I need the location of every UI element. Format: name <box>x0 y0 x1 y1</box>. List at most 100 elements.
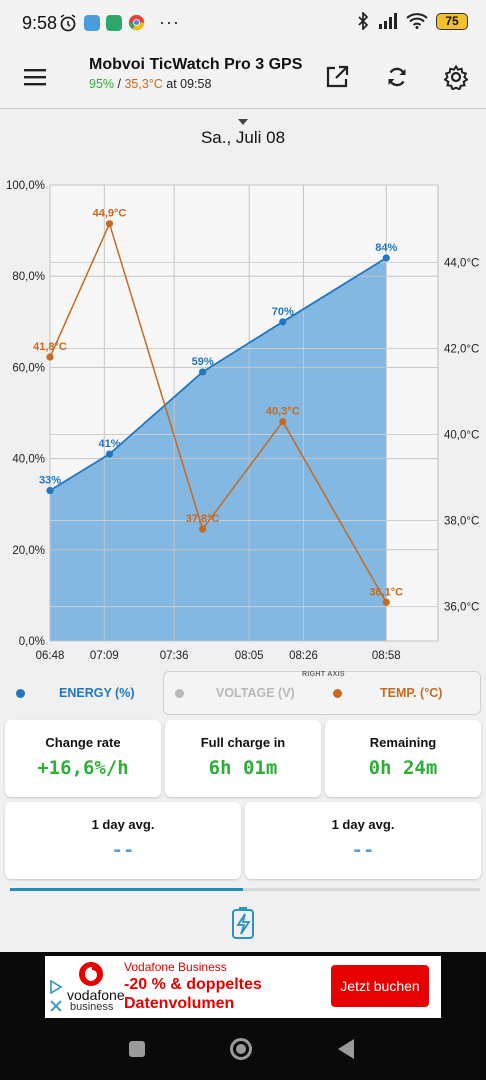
chart-svg: 33% 41% 59% 70% 84% 41,8°C 44,9°C 37,8°C 40,3°C 3… <box>6 180 479 662</box>
battery-icon: 75 <box>436 12 468 30</box>
battery-charging-icon <box>232 907 254 939</box>
notification-icons: ··· <box>58 12 180 33</box>
ad-choices-icon[interactable] <box>49 980 63 994</box>
legend-voltage-label: VOLTAGE (V) <box>216 686 295 700</box>
temp-data-label: 44,9°C <box>93 208 127 220</box>
left-axis-tick: 60,0% <box>12 362 45 374</box>
right-axis-tick: 40,0°C <box>444 430 479 442</box>
pointer-icon <box>238 119 248 125</box>
app-bar-divider <box>0 108 486 109</box>
energy-point <box>382 254 390 262</box>
app-bar: Mobvoi TicWatch Pro 3 GPS 95% / 35,3°C a… <box>0 46 486 108</box>
refresh-icon <box>388 67 406 87</box>
wifi-icon <box>406 13 428 29</box>
battery-percentage: 95% <box>89 77 115 91</box>
change-rate-card: Change rate +16,6%/h <box>5 720 161 797</box>
x-axis-tick: 08:05 <box>235 650 264 662</box>
home-button[interactable] <box>229 1037 253 1061</box>
voltage-dot-icon <box>175 688 184 698</box>
energy-data-label: 41% <box>98 438 120 450</box>
ad-cta-button[interactable]: Jetzt buchen <box>331 965 429 1007</box>
energy-area <box>50 257 387 641</box>
refresh-button[interactable] <box>380 60 414 94</box>
signal-icon <box>379 13 397 29</box>
settings-button[interactable] <box>439 60 473 94</box>
right-axis-tick: 38,0°C <box>444 516 479 528</box>
temp-point <box>46 353 54 361</box>
recents-button[interactable] <box>128 1040 146 1058</box>
selected-date[interactable]: Sa., Juli 08 <box>200 128 286 147</box>
update-time: at 09:58 <box>162 77 212 91</box>
bluetooth-icon <box>358 12 369 30</box>
avg-right-card: 1 day avg. -- <box>245 802 481 879</box>
legend-temp[interactable]: TEMP. (°C) <box>333 671 442 715</box>
temp-data-label: 41,8°C <box>33 341 67 353</box>
app-notification-icon <box>84 14 100 31</box>
energy-data-label: 59% <box>192 356 214 368</box>
temp-point <box>105 220 114 228</box>
legend-energy[interactable]: ENERGY (%) <box>16 671 134 715</box>
ad-offer-line1: -20 % & doppeltes <box>124 976 262 993</box>
energy-point <box>279 318 287 326</box>
alarm-icon <box>60 13 76 31</box>
battery-charge-tab[interactable] <box>230 906 256 940</box>
legend-energy-label: ENERGY (%) <box>59 686 135 700</box>
hamburger-menu-icon <box>24 69 46 86</box>
app-notification-icon <box>106 14 122 31</box>
avg-right-label: 1 day avg. <box>331 817 395 832</box>
settings-icon <box>443 64 469 90</box>
left-axis-tick: 0,0% <box>19 636 45 648</box>
left-axis-tick: 100,0% <box>6 180 45 192</box>
subtitle-separator: / <box>114 77 125 91</box>
legend-temp-label: TEMP. (°C) <box>380 686 443 700</box>
back-button[interactable] <box>337 1038 355 1060</box>
energy-dot-icon <box>16 688 25 698</box>
avg-right-value: -- <box>351 839 375 861</box>
menu-button[interactable] <box>18 60 52 94</box>
change-rate-value: +16,6%/h <box>37 757 129 779</box>
energy-data-label: 70% <box>272 306 294 318</box>
temp-dot-icon <box>333 688 342 698</box>
x-axis-tick: 08:26 <box>289 650 318 662</box>
x-axis-tick: 08:58 <box>372 650 401 662</box>
temp-data-label: 40,3°C <box>266 406 300 418</box>
energy-data-label: 33% <box>39 475 61 487</box>
status-bar: 9:58 ··· 75 <box>0 0 486 46</box>
ad-banner[interactable]: vodafone business Vodafone Business -20 … <box>45 956 441 1018</box>
temp-point <box>199 525 207 533</box>
avg-left-value: -- <box>111 839 135 861</box>
legend-group-box <box>163 671 481 715</box>
full-charge-value: 6h 01m <box>208 757 278 779</box>
energy-point <box>105 450 114 458</box>
temp-point <box>279 418 287 426</box>
change-rate-label: Change rate <box>45 735 121 750</box>
full-charge-label: Full charge in <box>200 735 286 750</box>
right-axis-tag: RIGHT AXIS <box>302 671 345 678</box>
temp-data-label: 36,1°C <box>369 586 403 598</box>
date-pointer <box>0 114 486 132</box>
open-external-button[interactable] <box>320 60 354 94</box>
right-axis-tick: 36,0°C <box>444 602 479 614</box>
remaining-value: 0h 24m <box>368 757 438 779</box>
battery-chart[interactable]: 33% 41% 59% 70% 84% 41,8°C 44,9°C 37,8°C 40,3°C 3… <box>0 170 486 670</box>
x-axis-tick: 07:09 <box>90 650 119 662</box>
left-axis-tick: 40,0% <box>12 454 45 466</box>
x-axis-tick: 06:48 <box>36 650 65 662</box>
full-charge-card: Full charge in 6h 01m <box>165 720 321 797</box>
legend-voltage[interactable]: VOLTAGE (V) <box>175 671 295 715</box>
remaining-card: Remaining 0h 24m <box>325 720 481 797</box>
tab-indicator <box>10 888 243 891</box>
left-axis-tick: 20,0% <box>12 545 45 557</box>
device-subtitle: 95% / 35,3°C at 09:58 <box>89 77 211 91</box>
avg-left-card: 1 day avg. -- <box>5 802 241 879</box>
right-axis-tick: 44,0°C <box>444 257 479 269</box>
open-external-icon <box>326 65 349 88</box>
temp-data-label: 37,8°C <box>186 513 220 525</box>
remaining-label: Remaining <box>369 735 437 750</box>
device-title: Mobvoi TicWatch Pro 3 GPS <box>89 56 303 73</box>
ad-close-icon[interactable] <box>50 1000 62 1012</box>
system-status-icons: 75 <box>356 12 468 30</box>
ad-brand: vodafone <box>67 987 125 1003</box>
tab-track <box>10 888 480 891</box>
status-time: 9:58 <box>22 13 58 33</box>
